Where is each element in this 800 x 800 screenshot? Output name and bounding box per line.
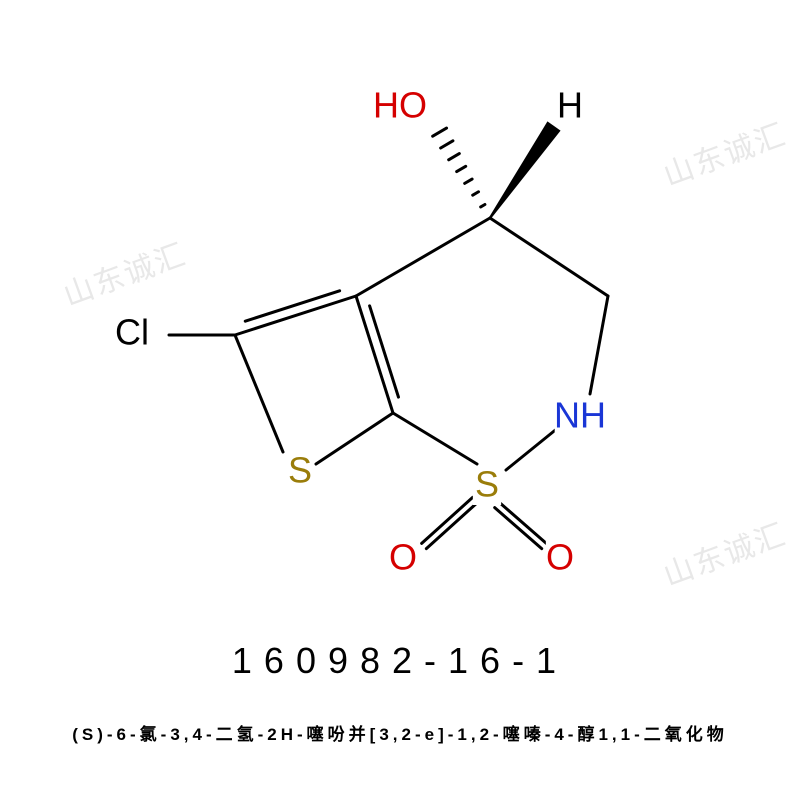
- compound-name: (S)-6-氯-3,4-二氢-2H-噻吩并[3,2-e]-1,2-噻嗪-4-醇1…: [0, 720, 800, 745]
- atom-label-O2: O: [546, 537, 574, 578]
- atom-label-O1: O: [389, 537, 417, 578]
- atom-label-H: H: [557, 85, 583, 126]
- atom-label-HO: HO: [373, 85, 427, 126]
- atom-label-S2: S: [475, 464, 499, 505]
- cas-number: 160982-16-1: [0, 640, 800, 682]
- atom-label-Cl: Cl: [115, 312, 149, 353]
- atom-label-NH: NH: [554, 395, 606, 436]
- atom-label-S1: S: [288, 450, 312, 491]
- canvas: 山东诚汇 山东诚汇 山东诚汇 ClSSNHHOHOO 160982-16-1 (…: [0, 0, 800, 800]
